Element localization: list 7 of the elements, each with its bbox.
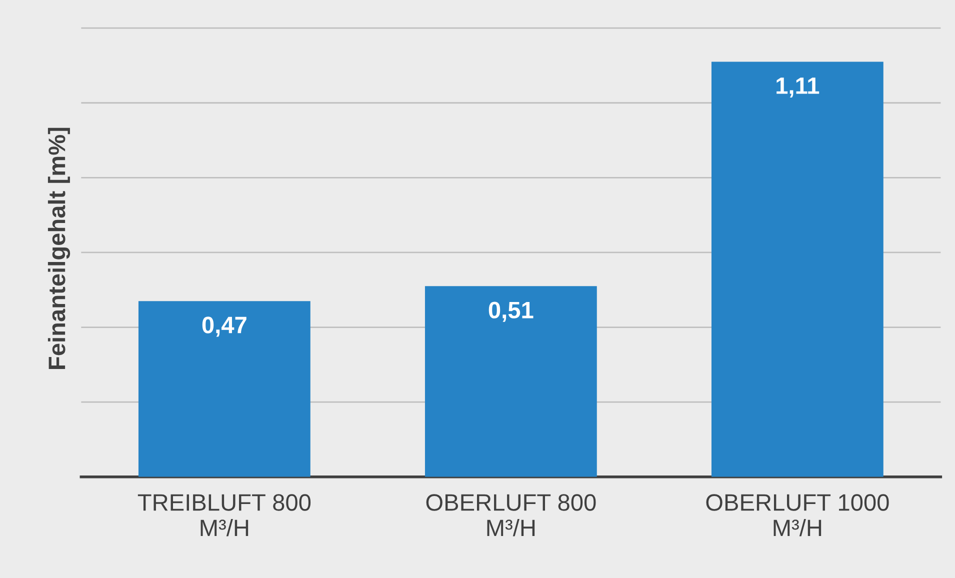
data-label: 0,47 [202,316,246,337]
data-label: 1,11 [776,78,820,98]
x-tick-label: TREIBLUFT 800 M³/H [138,494,311,536]
x-tick-label: OBERLUFT 800 M³/H [426,494,596,536]
data-label: 0,51 [488,302,534,322]
y-axis-title: Feinanteilgehalt [m%] [48,128,70,369]
x-tick-label: OBERLUFT 1000 M³/H [706,494,889,536]
